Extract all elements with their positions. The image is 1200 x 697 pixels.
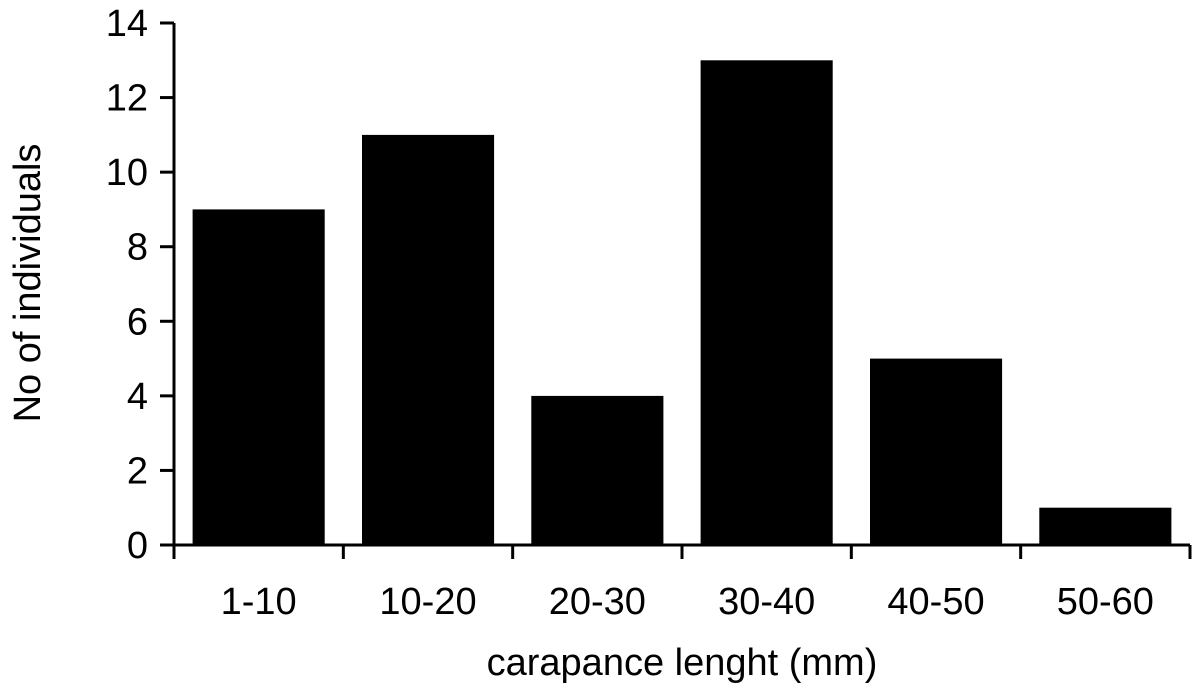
- bar-50-60: [1039, 507, 1172, 545]
- x-tick-label: 10-20: [379, 581, 476, 623]
- y-tick-label: 6: [127, 301, 148, 343]
- bar-40-50: [870, 358, 1003, 545]
- x-tick-label: 1-10: [221, 581, 297, 623]
- y-tick-label: 0: [127, 525, 148, 567]
- y-tick-label: 12: [106, 78, 148, 120]
- bar-1-10: [192, 209, 325, 545]
- y-tick-label: 10: [106, 152, 148, 194]
- y-tick-label: 14: [106, 3, 148, 45]
- bars-layer: [192, 60, 1172, 546]
- x-tick-label: 50-60: [1057, 581, 1154, 623]
- labels-layer: 0 2 4 6 8 10 12 14 1-10 10-20 20-30 30-40 40-50 50-60: [106, 3, 1154, 623]
- axes-layer: [160, 21, 1192, 559]
- bar-20-30: [531, 395, 664, 545]
- bar-10-20: [362, 134, 495, 545]
- x-tick-label: 20-30: [549, 581, 646, 623]
- x-tick-label: 40-50: [887, 581, 984, 623]
- bar-30-40: [700, 60, 833, 546]
- y-tick-label: 4: [127, 376, 148, 418]
- y-tick-label: 8: [127, 227, 148, 269]
- y-tick-label: 2: [127, 450, 148, 492]
- x-axis-title: carapance lenght (mm): [487, 642, 878, 684]
- y-axis-title: No of individuals: [7, 144, 49, 423]
- x-tick-label: 30-40: [718, 581, 815, 623]
